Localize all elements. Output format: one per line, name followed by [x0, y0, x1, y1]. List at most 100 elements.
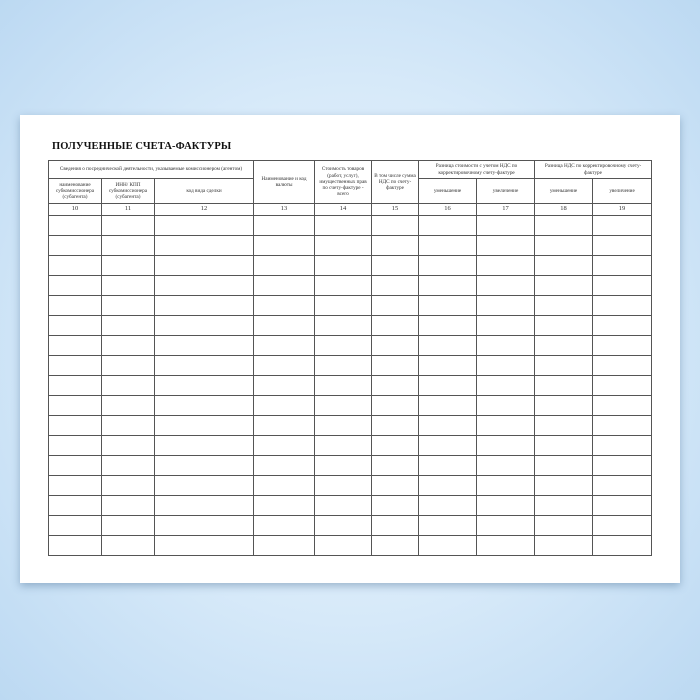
column-number: 19 [592, 203, 653, 216]
invoice-table: Сведения о посреднической деятельности, … [47, 160, 653, 556]
table-cell [153, 335, 255, 356]
table-cell [48, 455, 102, 476]
table-cell [371, 255, 420, 276]
table-cell [418, 255, 478, 276]
table-cell [314, 335, 373, 356]
header-col16: уменьшение [418, 178, 478, 204]
table-cell [253, 375, 316, 396]
table-cell [101, 255, 155, 276]
table-row [48, 295, 653, 316]
header-col17: увеличение [476, 178, 536, 204]
column-number: 17 [476, 203, 536, 216]
table-cell [418, 435, 478, 456]
table-cell [153, 215, 255, 236]
table-cell [534, 435, 594, 456]
table-cell [476, 295, 536, 316]
table-cell [371, 455, 420, 476]
table-cell [314, 435, 373, 456]
table-cell [371, 535, 420, 556]
header-col19: увеличение [592, 178, 653, 204]
header-col11: ИНН/ КПП субкомиссионера (субагента) [101, 178, 155, 204]
header-col14: Стоимость товаров (работ, услуг), имущес… [314, 160, 373, 204]
table-cell [534, 335, 594, 356]
table-cell [534, 255, 594, 276]
document-page: ПОЛУЧЕННЫЕ СЧЕТА-ФАКТУРЫ Сведения о поср… [20, 115, 680, 583]
column-number: 15 [371, 203, 420, 216]
table-cell [371, 515, 420, 536]
table-row [48, 495, 653, 516]
table-cell [418, 235, 478, 256]
table-row [48, 455, 653, 476]
table-cell [253, 475, 316, 496]
header-vat-diff: Разница НДС по корректировочному счету-ф… [534, 160, 653, 179]
table-cell [314, 375, 373, 396]
table-cell [153, 275, 255, 296]
table-cell [592, 455, 653, 476]
table-cell [534, 395, 594, 416]
table-cell [253, 355, 316, 376]
table-cell [153, 475, 255, 496]
table-cell [253, 275, 316, 296]
table-cell [476, 395, 536, 416]
table-cell [48, 375, 102, 396]
table-cell [371, 235, 420, 256]
table-cell [314, 275, 373, 296]
table-cell [314, 315, 373, 336]
table-cell [253, 335, 316, 356]
table-cell [418, 275, 478, 296]
table-cell [534, 515, 594, 536]
table-cell [48, 335, 102, 356]
table-cell [101, 395, 155, 416]
table-cell [592, 415, 653, 436]
table-cell [371, 395, 420, 416]
table-cell [314, 235, 373, 256]
table-cell [534, 295, 594, 316]
table-cell [418, 295, 478, 316]
column-number: 16 [418, 203, 478, 216]
table-row [48, 215, 653, 236]
table-cell [101, 415, 155, 436]
table-cell [314, 215, 373, 236]
table-cell [371, 435, 420, 456]
table-cell [476, 435, 536, 456]
table-cell [592, 395, 653, 416]
table-cell [418, 455, 478, 476]
table-cell [314, 515, 373, 536]
table-cell [48, 295, 102, 316]
table-cell [253, 435, 316, 456]
table-cell [418, 375, 478, 396]
table-row [48, 375, 653, 396]
table-cell [48, 475, 102, 496]
table-cell [253, 255, 316, 276]
table-cell [476, 475, 536, 496]
table-cell [534, 475, 594, 496]
table-cell [418, 215, 478, 236]
table-cell [476, 375, 536, 396]
table-cell [534, 355, 594, 376]
table-cell [371, 215, 420, 236]
table-cell [476, 415, 536, 436]
table-cell [592, 475, 653, 496]
table-cell [418, 335, 478, 356]
table-cell [314, 455, 373, 476]
header-cost-diff: Разница стоимости с учетом НДС по коррек… [418, 160, 536, 179]
table-cell [314, 355, 373, 376]
table-cell [314, 475, 373, 496]
table-cell [418, 355, 478, 376]
table-cell [534, 535, 594, 556]
table-row [48, 235, 653, 256]
header-intermediary: Сведения о посреднической деятельности, … [47, 160, 255, 179]
table-cell [153, 415, 255, 436]
table-row [48, 255, 653, 276]
table-cell [371, 315, 420, 336]
table-cell [153, 435, 255, 456]
table-cell [101, 275, 155, 296]
table-cell [253, 235, 316, 256]
table-cell [101, 335, 155, 356]
table-cell [592, 235, 653, 256]
table-row [48, 515, 653, 536]
table-cell [253, 215, 316, 236]
table-cell [253, 515, 316, 536]
column-number-row: 10 11 12 13 14 15 16 17 18 19 [48, 203, 653, 216]
table-cell [253, 455, 316, 476]
